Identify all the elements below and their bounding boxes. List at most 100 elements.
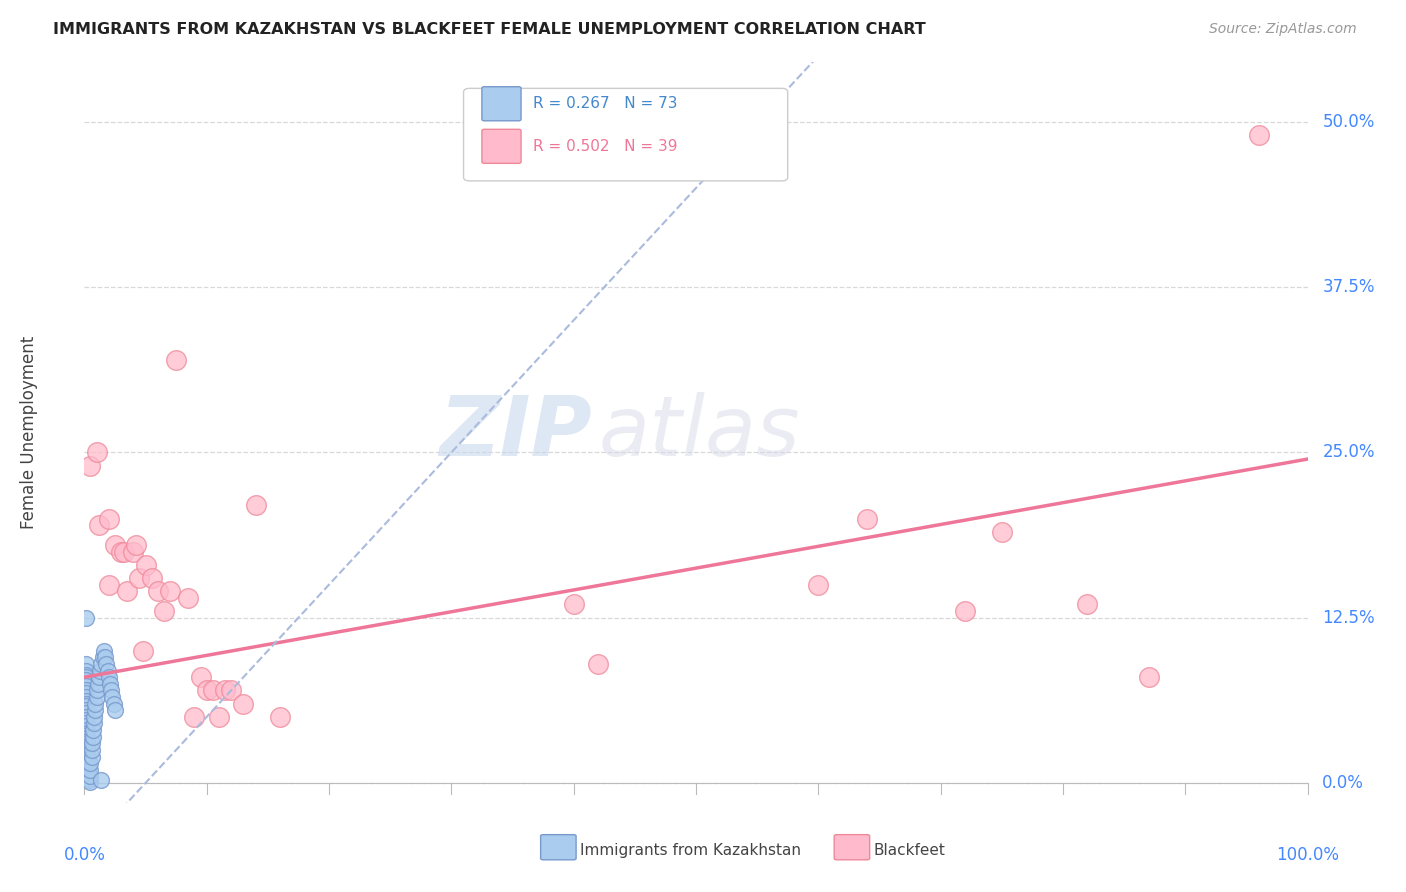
- Point: [87, 677, 110, 691]
- Point: [76, 741, 98, 756]
- Point: [991, 524, 1014, 539]
- Point: [77, 749, 100, 764]
- Point: [75, 677, 97, 691]
- Point: [94, 650, 117, 665]
- Point: [112, 544, 135, 558]
- Point: [953, 604, 976, 618]
- Point: [75, 706, 97, 720]
- Point: [79, 763, 101, 777]
- Point: [83, 716, 105, 731]
- Point: [75, 694, 97, 708]
- Point: [75, 690, 97, 704]
- Point: [75, 713, 97, 727]
- Point: [562, 598, 585, 612]
- Point: [98, 677, 121, 691]
- Point: [208, 710, 231, 724]
- Point: [80, 749, 103, 764]
- Point: [86, 683, 108, 698]
- Point: [146, 584, 169, 599]
- Point: [76, 731, 98, 745]
- Text: 37.5%: 37.5%: [1322, 278, 1375, 296]
- Point: [77, 757, 100, 772]
- Point: [84, 703, 107, 717]
- Point: [101, 690, 124, 704]
- Point: [86, 690, 108, 704]
- Point: [90, 773, 112, 788]
- Point: [159, 584, 181, 599]
- Point: [79, 769, 101, 783]
- Point: [586, 657, 609, 671]
- Point: [103, 697, 125, 711]
- Point: [75, 716, 97, 731]
- Text: 12.5%: 12.5%: [1322, 608, 1375, 627]
- Point: [77, 752, 100, 766]
- Point: [77, 773, 100, 788]
- Point: [807, 577, 830, 591]
- Point: [79, 756, 101, 771]
- FancyBboxPatch shape: [834, 835, 870, 860]
- Text: IMMIGRANTS FROM KAZAKHSTAN VS BLACKFEET FEMALE UNEMPLOYMENT CORRELATION CHART: IMMIGRANTS FROM KAZAKHSTAN VS BLACKFEET …: [53, 22, 927, 37]
- Point: [76, 723, 98, 737]
- Point: [97, 577, 120, 591]
- Text: R = 0.267   N = 73: R = 0.267 N = 73: [533, 96, 678, 112]
- Point: [84, 697, 107, 711]
- Point: [80, 743, 103, 757]
- Point: [76, 736, 98, 750]
- Text: 50.0%: 50.0%: [1322, 113, 1375, 131]
- Point: [165, 352, 187, 367]
- Point: [104, 703, 127, 717]
- Point: [97, 664, 120, 678]
- Text: Source: ZipAtlas.com: Source: ZipAtlas.com: [1209, 22, 1357, 37]
- Point: [80, 736, 103, 750]
- Text: 0.0%: 0.0%: [1322, 774, 1364, 792]
- Point: [75, 680, 97, 694]
- Point: [1076, 598, 1098, 612]
- Point: [76, 744, 98, 758]
- Text: atlas: atlas: [598, 392, 800, 473]
- Point: [77, 763, 100, 777]
- Point: [183, 710, 205, 724]
- Point: [77, 765, 100, 780]
- Point: [75, 657, 97, 671]
- Text: 25.0%: 25.0%: [1322, 443, 1375, 461]
- Point: [77, 771, 100, 785]
- Point: [1247, 128, 1270, 143]
- Point: [89, 664, 111, 678]
- Point: [82, 730, 104, 744]
- Point: [75, 710, 97, 724]
- Text: 0.0%: 0.0%: [63, 846, 105, 863]
- Point: [177, 591, 200, 605]
- Point: [856, 511, 879, 525]
- Point: [97, 511, 120, 525]
- FancyBboxPatch shape: [482, 87, 522, 120]
- Point: [76, 747, 98, 761]
- Point: [75, 673, 97, 687]
- FancyBboxPatch shape: [482, 129, 522, 163]
- Text: Immigrants from Kazakhstan: Immigrants from Kazakhstan: [579, 844, 801, 858]
- Text: Blackfeet: Blackfeet: [873, 844, 945, 858]
- Point: [125, 538, 148, 552]
- Point: [195, 683, 218, 698]
- Point: [110, 544, 132, 558]
- Point: [214, 683, 236, 698]
- Point: [75, 699, 97, 714]
- Point: [96, 657, 118, 671]
- Point: [79, 774, 101, 789]
- Point: [201, 683, 224, 698]
- Point: [75, 611, 97, 625]
- Point: [122, 544, 145, 558]
- Point: [75, 664, 97, 678]
- Text: R = 0.502   N = 39: R = 0.502 N = 39: [533, 139, 678, 153]
- Point: [77, 755, 100, 769]
- Point: [76, 739, 98, 753]
- Point: [77, 760, 100, 774]
- Point: [104, 538, 127, 552]
- Point: [75, 719, 97, 733]
- Text: ZIP: ZIP: [439, 392, 592, 473]
- Point: [75, 670, 97, 684]
- Point: [128, 571, 150, 585]
- Text: 100.0%: 100.0%: [1277, 846, 1339, 863]
- Point: [87, 518, 110, 533]
- Text: Female Unemployment: Female Unemployment: [20, 336, 38, 529]
- Point: [90, 657, 112, 671]
